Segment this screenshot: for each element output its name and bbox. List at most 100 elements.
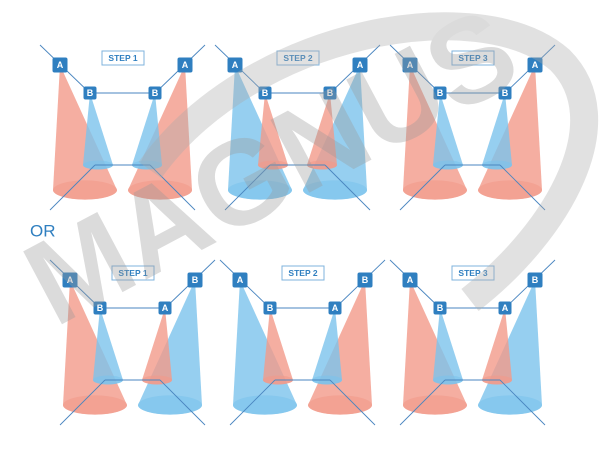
label: B: [502, 88, 509, 98]
cone: [258, 93, 288, 170]
line: [329, 379, 376, 426]
label-box: [258, 86, 272, 100]
cone: [312, 308, 342, 385]
step-box: [101, 50, 145, 66]
label: B: [97, 303, 104, 313]
label: A: [407, 275, 414, 285]
line: [324, 164, 371, 211]
label-box: [402, 272, 418, 288]
line: [499, 379, 546, 426]
label-box: [227, 57, 243, 73]
label: A: [407, 60, 414, 70]
cone-base: [63, 395, 127, 415]
label: A: [162, 303, 169, 313]
line: [229, 379, 276, 426]
step-box: [281, 265, 325, 281]
step-box: [451, 50, 495, 66]
label: A: [332, 303, 339, 313]
label: B: [327, 88, 334, 98]
step-box: [451, 265, 495, 281]
separator: OR: [30, 221, 56, 240]
label-box: [52, 57, 68, 73]
cone-base: [303, 180, 367, 200]
cone: [93, 308, 123, 385]
label-box: [93, 301, 107, 315]
step-box: [276, 50, 320, 66]
label-box: [527, 57, 543, 73]
label-box: [232, 272, 248, 288]
label: B: [192, 275, 199, 285]
cone: [142, 308, 172, 385]
label-box: [263, 301, 277, 315]
line: [49, 164, 96, 211]
line: [399, 379, 446, 426]
label-box: [328, 301, 342, 315]
cone-base: [233, 395, 297, 415]
label-box: [498, 86, 512, 100]
cone: [482, 93, 512, 170]
cone: [433, 308, 463, 385]
cone: [307, 93, 337, 170]
cone-base: [53, 180, 117, 200]
label-box: [357, 272, 373, 288]
label: B: [87, 88, 94, 98]
label: A: [57, 60, 64, 70]
label-box: [498, 301, 512, 315]
line: [399, 164, 446, 211]
cone: [83, 93, 114, 170]
label: A: [532, 60, 539, 70]
step-box: [111, 265, 155, 281]
step-label: STEP 2: [288, 268, 317, 278]
label-box: [402, 57, 418, 73]
label: B: [437, 88, 444, 98]
labels: STEP 1 A B B A STEP 2 A B B A STEP 3 A B B A STEP 1 A B A B…: [52, 50, 543, 315]
line: [159, 379, 206, 426]
cone-base: [128, 180, 192, 200]
label: B: [437, 303, 444, 313]
label: A: [357, 60, 364, 70]
label: A: [237, 275, 244, 285]
label: B: [532, 275, 539, 285]
cone: [132, 93, 162, 170]
label: B: [267, 303, 274, 313]
step-label: STEP 3: [458, 53, 487, 63]
label-box: [148, 86, 162, 100]
line: [149, 164, 196, 211]
line: [499, 164, 546, 211]
cone: [263, 308, 293, 385]
cones: [53, 65, 542, 415]
step-label: STEP 1: [108, 53, 137, 63]
cone: [433, 93, 463, 170]
label-box: [83, 86, 97, 100]
step-label: STEP 3: [458, 268, 487, 278]
cone-base: [403, 180, 467, 200]
cone-base: [403, 395, 467, 415]
label-box: [433, 86, 447, 100]
label: A: [502, 303, 509, 313]
cone-base: [478, 395, 542, 415]
label: A: [232, 60, 239, 70]
label-box: [177, 57, 193, 73]
label-box: [352, 57, 368, 73]
cone: [482, 308, 512, 385]
label-box: [158, 301, 172, 315]
line: [224, 164, 271, 211]
cone-base: [138, 395, 202, 415]
label: B: [152, 88, 159, 98]
cone-base: [228, 180, 292, 200]
label-box: [62, 272, 78, 288]
label-box: [527, 272, 543, 288]
label: A: [182, 60, 189, 70]
line: [59, 379, 106, 426]
watermark-arc: [138, 12, 599, 312]
cone: [233, 280, 297, 415]
label: A: [67, 275, 74, 285]
cone: [308, 280, 372, 415]
label: B: [362, 275, 369, 285]
step-label: STEP 2: [283, 53, 312, 63]
label-box: [187, 272, 203, 288]
label: B: [262, 88, 269, 98]
label-box: [433, 301, 447, 315]
cone-base: [478, 180, 542, 200]
